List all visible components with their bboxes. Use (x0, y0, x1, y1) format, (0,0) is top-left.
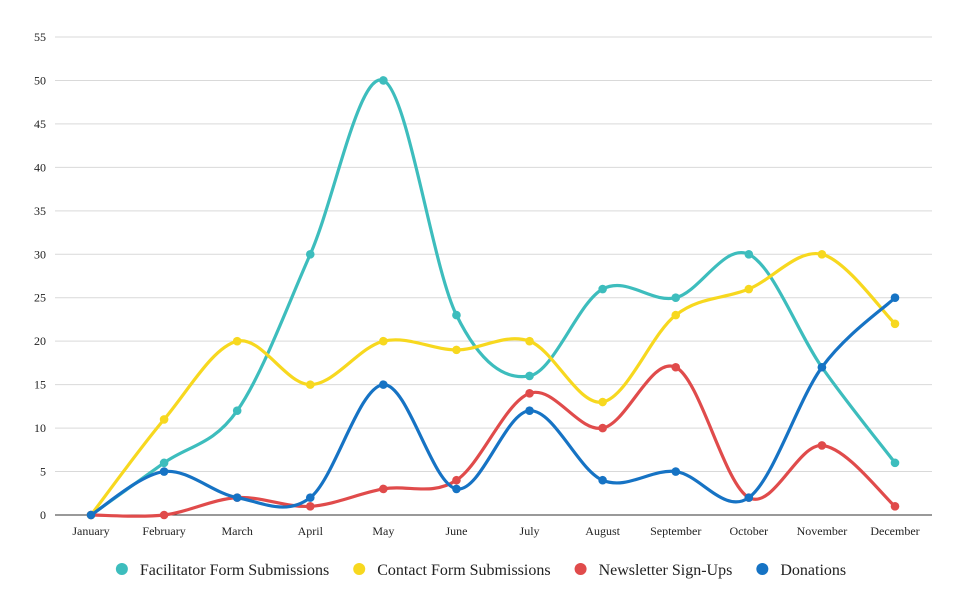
data-point (890, 458, 900, 468)
data-point (744, 284, 754, 294)
data-point (671, 467, 681, 476)
data-point (379, 336, 388, 346)
x-tick-label: November (797, 524, 848, 538)
legend-label: Newsletter Sign-Ups (599, 562, 733, 579)
data-point (379, 76, 388, 85)
series-line (89, 251, 897, 517)
data-point (817, 362, 827, 372)
data-point (598, 397, 607, 407)
legend-marker (756, 563, 769, 575)
legend-marker (353, 563, 366, 575)
data-point (598, 284, 607, 294)
data-point (452, 310, 461, 320)
y-tick-label: 20 (34, 334, 46, 348)
data-point (379, 380, 388, 389)
series-newsletter-sign-ups (86, 362, 900, 520)
x-tick-label: February (142, 524, 185, 538)
legend-label: Donations (780, 562, 846, 579)
data-point (744, 249, 754, 259)
data-point (525, 371, 534, 381)
data-point (452, 475, 461, 485)
y-tick-label: 15 (34, 378, 46, 392)
x-tick-label: August (585, 524, 620, 538)
legend-item: Donations (756, 562, 846, 579)
series-line (89, 364, 897, 518)
data-point (232, 493, 242, 502)
series-contact-form-submissions (86, 249, 900, 520)
y-tick-label: 55 (34, 30, 46, 44)
data-point (525, 389, 534, 398)
legend-marker (574, 563, 587, 575)
y-tick-label: 50 (34, 73, 46, 87)
data-point (305, 380, 315, 389)
data-point (890, 293, 900, 303)
data-point (671, 293, 681, 303)
legend-label: Facilitator Form Submissions (140, 562, 329, 579)
legend-item: Newsletter Sign-Ups (574, 562, 733, 579)
x-tick-label: May (372, 524, 394, 538)
data-point (890, 319, 900, 329)
legend-item: Contact Form Submissions (353, 562, 551, 579)
data-point (305, 502, 315, 511)
y-tick-label: 25 (34, 291, 46, 305)
x-tick-label: March (222, 524, 253, 538)
x-tick-label: June (445, 524, 467, 538)
y-tick-label: 10 (34, 421, 46, 435)
y-tick-label: 45 (34, 117, 46, 131)
data-point (379, 484, 388, 494)
data-point (232, 336, 242, 346)
series-group (86, 76, 900, 520)
x-axis-tick-labels: January February March April May June July Augu… (72, 524, 919, 538)
data-point (525, 336, 534, 346)
y-tick-label: 30 (34, 247, 46, 261)
data-point (159, 467, 169, 476)
data-point (525, 406, 534, 416)
x-tick-label: December (870, 524, 919, 538)
legend: Facilitator Form Submissions Contact Form… (115, 562, 846, 579)
data-point (598, 423, 607, 433)
data-point (598, 475, 607, 485)
data-point (744, 493, 754, 502)
series-line (89, 296, 897, 517)
data-point (305, 493, 315, 502)
data-point (817, 249, 827, 259)
gridlines (55, 36, 932, 473)
y-tick-label: 0 (40, 508, 46, 522)
legend-item: Facilitator Form Submissions (115, 562, 329, 579)
y-tick-label: 40 (34, 160, 46, 174)
legend-marker (115, 563, 128, 575)
data-point (232, 406, 242, 416)
data-point (305, 249, 315, 259)
y-tick-label: 5 (40, 465, 46, 479)
x-tick-label: September (650, 524, 701, 538)
y-axis-tick-labels: 0 5 10 15 20 25 30 35 40 45 50 55 (34, 30, 46, 522)
data-point (452, 345, 461, 355)
data-point (671, 310, 681, 320)
data-point (159, 415, 169, 424)
data-point (890, 502, 900, 511)
x-tick-label: October (729, 524, 768, 538)
x-tick-label: July (520, 524, 540, 538)
y-tick-label: 35 (34, 204, 46, 218)
legend-label: Contact Form Submissions (377, 562, 550, 579)
data-point (671, 362, 681, 372)
x-tick-label: January (72, 524, 109, 538)
data-point (159, 458, 169, 468)
data-point (452, 484, 461, 494)
x-tick-label: April (298, 524, 324, 538)
data-point (159, 510, 169, 520)
data-point (86, 510, 96, 520)
data-point (817, 441, 827, 450)
series-donations (86, 293, 900, 520)
